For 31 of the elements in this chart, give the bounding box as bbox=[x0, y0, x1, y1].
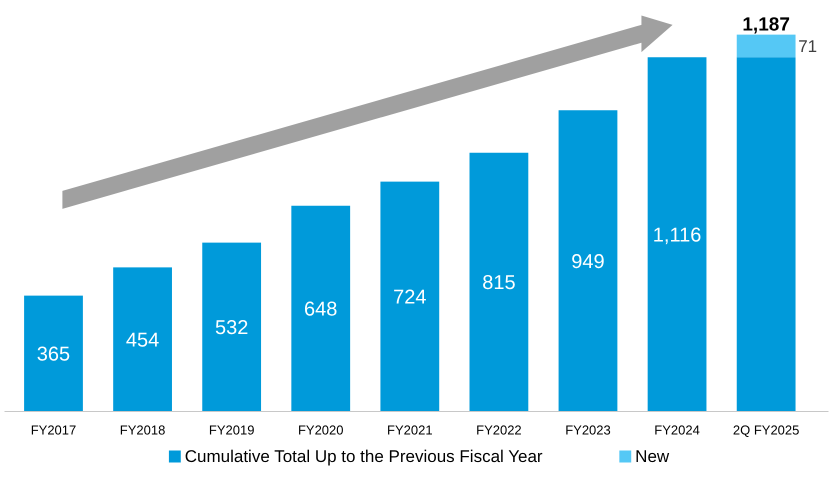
bar bbox=[648, 57, 706, 412]
legend-label: Cumulative Total Up to the Previous Fiscal Year bbox=[184, 447, 543, 466]
legend-label: New bbox=[635, 447, 670, 466]
x-tick-label: FY2017 bbox=[30, 422, 76, 438]
x-tick-label: FY2024 bbox=[654, 422, 700, 438]
x-tick-label: FY2022 bbox=[476, 422, 522, 438]
x-tick-label: FY2018 bbox=[120, 422, 166, 438]
data-label: 532 bbox=[214, 317, 248, 340]
data-label: 815 bbox=[482, 272, 516, 294]
bar bbox=[113, 267, 172, 412]
data-label: 1,116 bbox=[652, 224, 702, 246]
data-label: 454 bbox=[126, 329, 160, 352]
bar bbox=[202, 242, 262, 412]
bar bbox=[24, 296, 83, 412]
x-tick-label: 2Q FY2025 bbox=[732, 422, 800, 438]
x-tick-label: FY2020 bbox=[298, 422, 344, 438]
bar bbox=[380, 182, 440, 412]
data-label: 724 bbox=[393, 286, 427, 309]
data-label: 949 bbox=[571, 250, 605, 273]
bar bbox=[558, 110, 618, 412]
x-tick-label: FY2021 bbox=[387, 422, 433, 438]
x-tick-label: FY2023 bbox=[565, 422, 611, 438]
x-tick-label: FY2019 bbox=[208, 422, 254, 438]
bar bbox=[736, 34, 796, 58]
data-label: 365 bbox=[36, 344, 70, 366]
bar bbox=[736, 57, 796, 412]
bar bbox=[470, 152, 528, 412]
data-label: 648 bbox=[304, 298, 338, 321]
bar bbox=[291, 206, 350, 412]
data-label: 71 bbox=[798, 36, 818, 56]
total-label: 1,187 bbox=[742, 14, 790, 36]
